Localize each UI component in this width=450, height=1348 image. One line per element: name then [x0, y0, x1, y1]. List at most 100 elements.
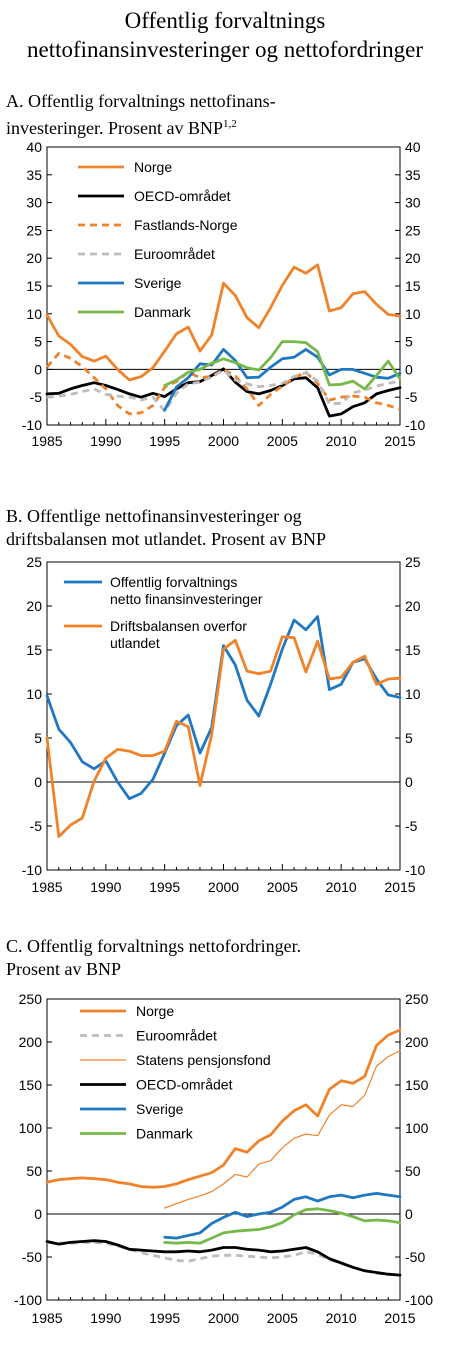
panel-c-title-line1: C. Offentlig forvaltnings nettofordringe… [6, 936, 302, 956]
panel-a-ytick-label-right: 0 [405, 361, 413, 377]
panel-b-xtick-label: 2015 [384, 879, 415, 895]
panel-b-xtick-label: 1985 [31, 879, 62, 895]
panel-a-ytick-label-right: -5 [405, 389, 418, 405]
panel-c-series-norge [45, 1028, 402, 1189]
panel-a-title-line1: A. Offentlig forvaltnings nettofinans- [6, 91, 276, 111]
panel-a-ytick-label-left: 35 [26, 167, 42, 183]
panel-a-series-fastlands-norge [45, 351, 401, 416]
panel-a-xtick-label: 2010 [326, 433, 357, 449]
panel-a-series-danmark [163, 340, 402, 391]
panel-a-legend-label-oecd-omr-det: OECD-området [134, 188, 231, 204]
panel-a-title-line2-wrap: investeringer. Prosent av BNP1,2 [6, 113, 446, 140]
panel-a-xtick-label: 1995 [149, 433, 180, 449]
panel-a-xtick-label: 1990 [90, 433, 121, 449]
panel-a-ytick-label-left: 25 [26, 222, 42, 238]
panel-c-legend-label-oecd-omr-det: OECD-området [136, 1077, 233, 1093]
panel-c-title-line2: Prosent av BNP [6, 959, 122, 979]
panel-b-xtick-label: 2000 [208, 879, 239, 895]
figure-title-line1: Offentlig forvaltnings [124, 8, 326, 33]
panel-a-ytick-label-left: 15 [26, 278, 42, 294]
panel-a-ytick-label-right: 5 [405, 334, 413, 350]
panel-b-ytick-label-left: 25 [26, 554, 42, 570]
panel-c-series-statens-pensjonsfond [164, 1049, 401, 1209]
panel-b-ytick-label-right: 10 [405, 686, 421, 702]
panel-c-ytick-label-right: 200 [405, 1034, 429, 1050]
panel-c-xtick-label: 1995 [149, 1310, 180, 1326]
panel-a-ytick-label-left: 10 [26, 306, 42, 322]
panel-c-legend-label-euroomr-det: Euroområdet [136, 1028, 217, 1044]
panel-b-ytick-label-left: 5 [34, 730, 42, 746]
panel-a-legend-label-danmark: Danmark [134, 304, 192, 320]
panel-c-xtick-label: 2010 [326, 1310, 357, 1326]
panel-a-ytick-label-right: -10 [405, 417, 425, 433]
panel-b-legend-label-offentlig-forvaltnings-netto-finansinvesteringer-line1: Offentlig forvaltnings [110, 574, 237, 590]
panel-a-legend-label-norge: Norge [134, 159, 172, 175]
panel-b-ytick-label-right: -5 [405, 818, 418, 834]
panel-c-ytick-label-left: 200 [19, 1034, 43, 1050]
panel-b-xtick-label: 1995 [149, 879, 180, 895]
panel-a-ytick-label-left: -5 [30, 389, 43, 405]
panel-a-xtick-label: 1985 [31, 433, 62, 449]
panel-b-legend-label-offentlig-forvaltnings-netto-finansinvesteringer-line2: netto finansinvesteringer [110, 591, 263, 607]
panel-c-ytick-label-right: 0 [405, 1206, 413, 1222]
panel-b-xtick-label: 2010 [326, 879, 357, 895]
panel-a-ytick-label-left: 20 [26, 250, 42, 266]
panel-c-series-sverige [163, 1192, 402, 1240]
panel-c-ytick-label-right: 250 [405, 991, 429, 1007]
panel-a-legend-label-euroomr-det: Euroområdet [134, 246, 215, 262]
panel-b-series-driftsbalansen-overfor-utlandet [45, 635, 402, 838]
panel-c-legend-label-norge: Norge [136, 1003, 174, 1019]
panel-a-xtick-label: 2000 [208, 433, 239, 449]
panel-c-series-oecd-omr-det [45, 1239, 402, 1277]
panel-a-ytick-label-right: 15 [405, 278, 421, 294]
panel-c-xtick-label: 1985 [31, 1310, 62, 1326]
panel-b-ytick-label-left: 10 [26, 686, 42, 702]
panel-c-series-danmark [163, 1207, 402, 1245]
panel-a-xtick-label: 2005 [267, 433, 298, 449]
panel-c-ytick-label-left: 100 [19, 1120, 43, 1136]
panel-b-ytick-label-right: 5 [405, 730, 413, 746]
panel-a-ytick-label-right: 20 [405, 250, 421, 266]
chart-panel-b: -10 -10 -5 -5 0 0 5 5 10 10 15 15 20 20 25 25 1985 1990 19… [22, 554, 426, 895]
panel-c-xtick-label: 2000 [208, 1310, 239, 1326]
panel-a-ytick-label-right: 25 [405, 222, 421, 238]
panel-b-title: B. Offentlige nettofinansinvesteringer o… [6, 505, 446, 551]
panel-b-ytick-label-right: -10 [405, 862, 425, 878]
panel-a-title: A. Offentlig forvaltnings nettofinans- i… [6, 90, 446, 140]
panel-b-legend-label-driftsbalansen-overfor-utlandet-line1: Driftsbalansen overfor [110, 618, 247, 634]
panel-c-ytick-label-right: 50 [405, 1163, 421, 1179]
panel-b-ytick-label-right: 20 [405, 598, 421, 614]
panel-a-ytick-label-right: 40 [405, 139, 421, 155]
panel-c-ytick-label-right: 100 [405, 1120, 429, 1136]
panel-c-xtick-label: 2015 [384, 1310, 415, 1326]
panel-a-ytick-label-right: 10 [405, 306, 421, 322]
panel-b-ytick-label-right: 25 [405, 554, 421, 570]
panel-c-plot-frame [46, 998, 401, 1301]
panel-c-ytick-label-left: -100 [14, 1292, 42, 1308]
chart-panel-a: -10 -10 -5 -5 0 0 5 5 10 10 15 15 20 20 25 25 30 30 35 35 40… [22, 139, 426, 449]
panel-c-ytick-label-right: 150 [405, 1077, 429, 1093]
panel-a-ytick-label-left: 5 [34, 334, 42, 350]
panel-a-ytick-label-left: 30 [26, 195, 42, 211]
panel-a-series-norge [45, 263, 402, 382]
panel-a-legend-label-fastlands-norge: Fastlands-Norge [134, 217, 238, 233]
panel-b-ytick-label-right: 15 [405, 642, 421, 658]
panel-c-xtick-label: 2005 [267, 1310, 298, 1326]
panel-a-series-sverige [163, 347, 402, 412]
panel-c-xtick-label: 1990 [90, 1310, 121, 1326]
panel-c-ytick-label-left: -50 [22, 1249, 42, 1265]
panel-c-ytick-label-right: -100 [405, 1292, 433, 1308]
panel-c-title: C. Offentlig forvaltnings nettofordringe… [6, 935, 446, 981]
panel-b-ytick-label-left: 15 [26, 642, 42, 658]
panel-b-title-line1: B. Offentlige nettofinansinvesteringer o… [6, 506, 302, 526]
panel-b-ytick-label-left: -10 [22, 862, 42, 878]
panel-c-ytick-label-left: 150 [19, 1077, 43, 1093]
panel-c-ytick-label-left: 50 [26, 1163, 42, 1179]
panel-c-legend-label-statens-pensjonsfond: Statens pensjonsfond [136, 1052, 271, 1068]
panel-a-legend-label-sverige: Sverige [134, 275, 182, 291]
panel-b-xtick-label: 2005 [267, 879, 298, 895]
panel-a-series-euroomr-det [46, 368, 401, 413]
panel-b-ytick-label-left: -5 [30, 818, 43, 834]
panel-c-ytick-label-left: 250 [19, 991, 43, 1007]
